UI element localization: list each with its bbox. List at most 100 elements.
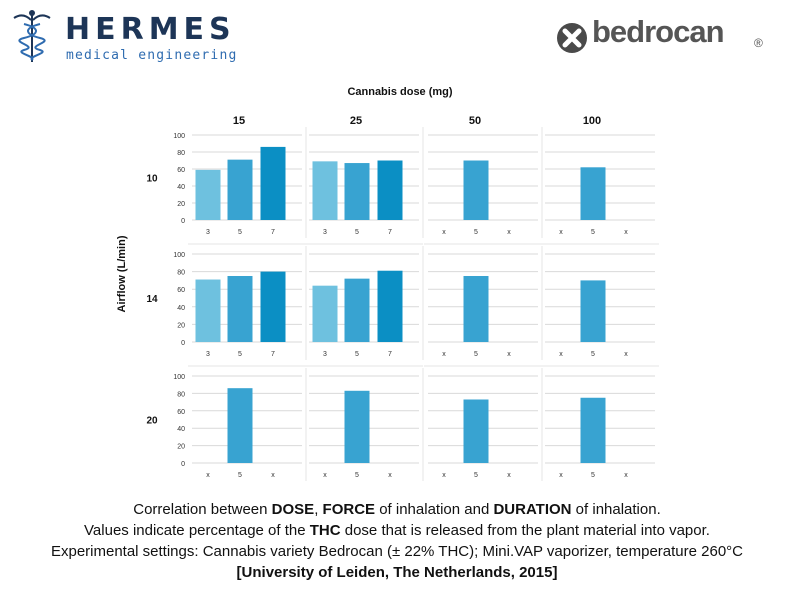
chart-title: Cannabis dose (mg) xyxy=(347,86,452,98)
registered-mark: ® xyxy=(754,36,763,50)
bar-20-15-5 xyxy=(227,388,253,463)
x-tick-label: 5 xyxy=(474,351,478,358)
panel-14-100: x 5 x xyxy=(541,253,659,367)
x-tick-label: 3 xyxy=(323,229,327,236)
bar-20-100-5 xyxy=(580,397,606,463)
x-tick-label: x xyxy=(624,472,628,479)
column-header-50: 50 xyxy=(469,115,481,127)
panel-10-15: 0 20 40 60 80 100 3 5 7 xyxy=(173,127,307,245)
y-tick-label: 80 xyxy=(177,391,185,398)
panel-10-25: 3 5 7 xyxy=(305,127,424,245)
y-tick-label: 0 xyxy=(181,340,185,347)
x-tick-label: 5 xyxy=(238,351,242,358)
x-tick-label: x xyxy=(442,351,446,358)
x-tick-label: 7 xyxy=(388,351,392,358)
x-tick-label: x xyxy=(271,472,275,479)
bar-14-25-3 xyxy=(312,285,338,342)
caption-line-2: Values indicate percentage of the THC do… xyxy=(84,522,710,539)
x-tick-label: x xyxy=(507,229,511,236)
bar-14-25-7 xyxy=(377,270,403,342)
panel-14-25: 3 5 7 xyxy=(305,246,424,367)
y-tick-label: 80 xyxy=(177,150,185,157)
x-tick-label: 5 xyxy=(355,229,359,236)
panel-20-15: 0 20 40 60 80 100 x 5 x xyxy=(173,368,307,481)
hermes-tagline: medical engineering xyxy=(66,48,238,63)
row-header-10: 10 xyxy=(146,174,158,185)
x-tick-label: 5 xyxy=(355,351,359,358)
column-header-25: 25 xyxy=(350,115,362,127)
y-axis-label: Airflow (L/min) xyxy=(116,235,128,312)
hermes-wordmark: HERMES xyxy=(65,12,236,47)
bar-10-15-3 xyxy=(195,169,221,220)
x-tick-label: 3 xyxy=(206,229,210,236)
x-tick-label: 5 xyxy=(591,351,595,358)
x-tick-label: x xyxy=(624,229,628,236)
x-tick-label: x xyxy=(507,351,511,358)
x-tick-label: x xyxy=(624,351,628,358)
bedrocan-logo: bedrocan ® xyxy=(556,14,771,60)
panel-20-25: x 5 x xyxy=(309,368,424,481)
bar-10-50-5 xyxy=(463,160,489,220)
x-tick-label: x xyxy=(559,229,563,236)
y-tick-label: 40 xyxy=(177,305,185,312)
y-tick-label: 20 xyxy=(177,444,185,451)
panel-10-100: x 5 x xyxy=(541,134,659,245)
x-tick-label: x xyxy=(559,351,563,358)
bedrocan-x-icon xyxy=(557,23,587,53)
dose-airflow-bar-chart: Cannabis dose (mg) Airflow (L/min) 15 25 5… xyxy=(116,86,659,481)
y-tick-label: 40 xyxy=(177,426,185,433)
panel-14-15: 0 20 40 60 80 100 3 5 7 xyxy=(173,246,307,367)
x-tick-label: 5 xyxy=(474,472,478,479)
x-tick-label: x xyxy=(507,472,511,479)
row-header-14: 14 xyxy=(146,294,158,305)
y-tick-label: 0 xyxy=(181,218,185,225)
x-tick-label: 7 xyxy=(388,229,392,236)
x-tick-label: x xyxy=(206,472,210,479)
y-tick-label: 60 xyxy=(177,287,185,294)
x-tick-label: x xyxy=(442,472,446,479)
x-tick-label: x xyxy=(388,472,392,479)
bar-10-25-7 xyxy=(377,160,403,220)
y-tick-label: 60 xyxy=(177,409,185,416)
bar-10-15-5 xyxy=(227,159,253,220)
x-tick-label: 5 xyxy=(474,229,478,236)
hermes-logo: HERMES medical engineering xyxy=(10,8,250,66)
panel-10-50: x 5 x xyxy=(424,127,543,245)
bar-20-25-5 xyxy=(344,390,370,463)
caption-line-4: [University of Leiden, The Netherlands, … xyxy=(236,564,558,581)
y-tick-label: 20 xyxy=(177,201,185,208)
y-tick-label: 100 xyxy=(173,374,185,381)
bar-14-15-7 xyxy=(260,271,286,342)
bar-14-15-3 xyxy=(195,279,221,342)
y-tick-label: 100 xyxy=(173,133,185,140)
bedrocan-wordmark: bedrocan xyxy=(592,14,725,49)
x-tick-label: 3 xyxy=(206,351,210,358)
panel-20-100: x 5 x xyxy=(545,375,655,479)
x-tick-label: 5 xyxy=(591,229,595,236)
x-tick-label: 5 xyxy=(591,472,595,479)
panel-20-50: x 5 x xyxy=(428,368,543,481)
y-tick-label: 100 xyxy=(173,252,185,259)
x-tick-label: x xyxy=(559,472,563,479)
x-tick-label: 5 xyxy=(355,472,359,479)
column-header-100: 100 xyxy=(583,115,601,127)
x-tick-label: 5 xyxy=(238,229,242,236)
y-tick-label: 80 xyxy=(177,270,185,277)
column-header-15: 15 xyxy=(233,115,245,127)
bar-10-100-5 xyxy=(580,167,606,220)
y-tick-label: 60 xyxy=(177,167,185,174)
caduceus-icon xyxy=(13,10,51,62)
bar-20-50-5 xyxy=(463,399,489,463)
x-tick-label: 3 xyxy=(323,351,327,358)
x-tick-label: x xyxy=(442,229,446,236)
bar-10-25-3 xyxy=(312,161,338,220)
bar-14-25-5 xyxy=(344,278,370,342)
caption-line-1: Correlation between DOSE, FORCE of inhal… xyxy=(133,501,661,518)
bar-10-15-7 xyxy=(260,146,286,220)
panel-14-50: x 5 x xyxy=(424,246,543,367)
y-tick-label: 40 xyxy=(177,184,185,191)
x-tick-label: x xyxy=(323,472,327,479)
bar-14-15-5 xyxy=(227,276,253,342)
x-tick-label: 7 xyxy=(271,229,275,236)
